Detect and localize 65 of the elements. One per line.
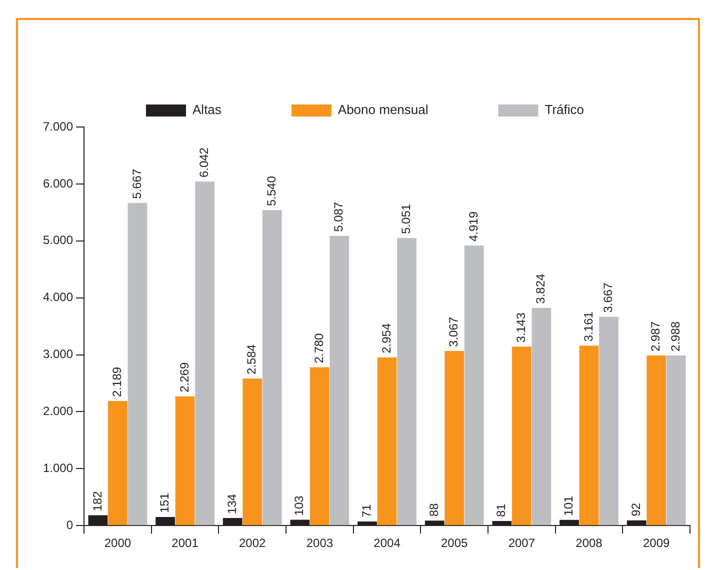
data-label: 101: [562, 496, 576, 516]
data-label: 182: [90, 490, 104, 512]
data-label: 5.540: [264, 176, 278, 206]
data-label: 134: [224, 494, 239, 514]
bar: [646, 356, 666, 526]
legend-label: Tráfico: [544, 102, 584, 118]
data-label: 2.780: [312, 332, 326, 364]
data-label: 81: [494, 503, 508, 517]
bar: [512, 346, 532, 526]
data-label: 3.161: [581, 311, 596, 342]
data-label: 4.919: [466, 211, 480, 242]
data-label: 2.584: [244, 344, 259, 374]
y-tick-label: 2.000: [43, 404, 74, 418]
data-label: 3.143: [514, 312, 528, 343]
data-label: 88: [426, 502, 441, 517]
x-tick-label: 2003: [306, 536, 334, 550]
y-tick-label: 6.000: [43, 176, 74, 190]
x-tick-label: 2001: [172, 536, 199, 550]
data-label: 5.087: [332, 202, 346, 232]
x-tick-label: 2004: [374, 536, 401, 550]
y-tick-label: 1.000: [43, 460, 74, 475]
bar: [330, 236, 350, 526]
y-tick-label: 4.000: [43, 290, 74, 304]
bar: [128, 202, 148, 526]
x-tick-label: 2008: [576, 536, 603, 550]
bar: [464, 246, 484, 526]
x-tick-label: 2000: [104, 536, 132, 550]
bar: [444, 350, 464, 526]
bar: [108, 400, 128, 526]
bar: [242, 378, 262, 526]
bar: [397, 238, 416, 526]
data-label: 2.988: [668, 321, 682, 352]
x-tick-label: 2002: [239, 536, 266, 550]
data-label: 2.987: [648, 321, 663, 352]
x-tick-label: 2007: [508, 536, 536, 550]
y-tick-label: 0: [66, 518, 74, 532]
data-label: 5.051: [399, 204, 414, 234]
data-label: 103: [292, 495, 306, 516]
bar: [195, 182, 214, 526]
bar: [377, 357, 397, 526]
data-label: 92: [628, 502, 643, 516]
x-tick-label: 2009: [642, 536, 670, 550]
bar: [532, 308, 552, 526]
data-label: 71: [360, 504, 374, 518]
data-label: 3.824: [534, 273, 548, 304]
bar: [579, 346, 599, 526]
bar: [599, 316, 618, 526]
y-tick-label: 5.000: [43, 233, 74, 248]
data-label: 2.269: [177, 362, 192, 392]
bar: [175, 396, 195, 526]
data-label: 3.667: [601, 282, 616, 313]
bar: [310, 367, 330, 526]
bar: [262, 210, 282, 526]
data-label: 6.042: [197, 147, 212, 178]
data-label: 151: [158, 492, 172, 513]
data-label: 2.954: [379, 323, 394, 354]
bar: [666, 355, 686, 526]
data-label: 3.067: [446, 316, 461, 347]
x-tick-label: 2005: [440, 536, 468, 550]
legend-label: Abono mensual: [338, 102, 428, 118]
y-tick-label: 7.000: [43, 119, 74, 134]
data-label: 5.667: [130, 168, 144, 199]
y-tick-label: 3.000: [43, 347, 74, 362]
legend-label: Altas: [192, 102, 222, 118]
data-label: 2.189: [110, 366, 124, 397]
